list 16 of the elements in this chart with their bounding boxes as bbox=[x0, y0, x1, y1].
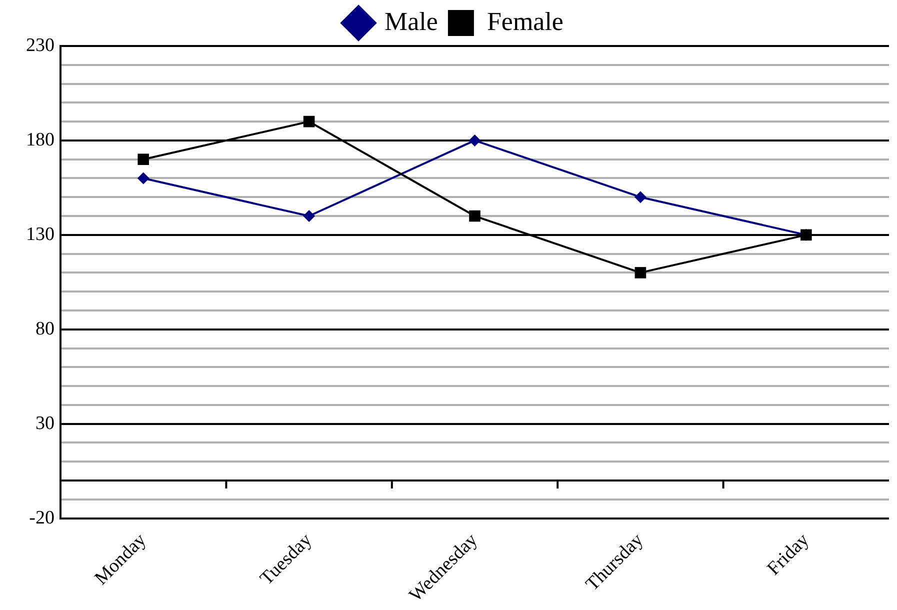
point bbox=[138, 154, 150, 166]
y-tick-label: 30 bbox=[36, 412, 54, 434]
y-tick-label: 180 bbox=[26, 129, 54, 150]
point bbox=[469, 210, 480, 222]
y-tick-label: 80 bbox=[36, 318, 54, 340]
legend-label: Male bbox=[384, 6, 438, 36]
y-tick-label: 230 bbox=[26, 34, 54, 56]
point bbox=[634, 267, 646, 278]
legend-label: Female bbox=[486, 6, 564, 36]
point bbox=[468, 134, 481, 146]
point bbox=[634, 191, 646, 204]
point bbox=[303, 116, 315, 128]
point bbox=[303, 210, 316, 222]
y-tick-label: 130 bbox=[26, 224, 54, 245]
point bbox=[137, 172, 150, 184]
y-tick-label: -20 bbox=[29, 507, 54, 528]
